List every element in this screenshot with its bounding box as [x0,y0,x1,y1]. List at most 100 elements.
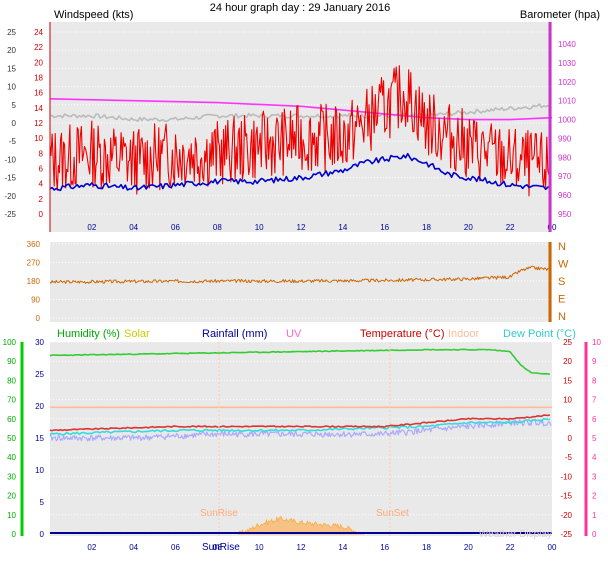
temperature-tick-label: -25 [560,530,572,539]
direction-degree-label: 0 [36,314,41,323]
weather-hour-label: 16 [380,543,389,552]
humidity-tick-label: 0 [12,530,17,539]
humidity-tick-label: 90 [7,357,16,366]
uv-tick-label: 10 [592,338,601,347]
rainfall-tick-label: 20 [35,402,44,411]
rainfall-tick-label: 0 [40,530,45,539]
temperature-tick-label: -5 [565,453,573,462]
temperature-tick-label: 0 [568,434,573,443]
legend-indoor: Indoor [448,328,480,340]
dewpoint-line [49,417,550,436]
wind-temp-tick-label: 5 [12,101,17,110]
uv-tick-label: 2 [592,492,597,501]
wind-temp-tick-label: 20 [7,46,16,55]
baro-tick-label: 950 [558,210,572,219]
wind-temp-tick-label: 25 [7,28,16,37]
weather-series [49,348,552,535]
humidity-tick-label: 20 [7,492,16,501]
humidity-tick-label: 50 [7,434,16,443]
wind-speed-tick-label: 24 [34,28,43,37]
weather-hour-label: 00 [548,543,557,552]
wind-hour-label: 00 [548,223,557,232]
wind-temp-tick-label: -20 [4,192,16,201]
weather-hour-label: 22 [506,543,515,552]
wind-hour-label: 08 [213,223,222,232]
uv-tick-label: 5 [592,434,597,443]
rainfall-tick-label: 15 [35,434,44,443]
humidity-tick-label: 40 [7,453,16,462]
humidity-line [49,348,551,375]
wind-speed-tick-label: 20 [34,58,43,67]
baro-axis-title: Barometer (hpa) [520,9,600,21]
wind-temp-tick-label: -25 [4,210,16,219]
temp-line-gray [49,103,551,123]
direction-degree-label: 270 [27,259,41,268]
rainfall-tick-label: 30 [35,338,44,347]
wind-temp-tick-label: 10 [7,83,16,92]
uv-tick-label: 1 [592,511,597,520]
legend-temperature: Temperature (°C) [360,328,444,340]
uv-tick-label: 0 [592,530,597,539]
temperature-tick-label: -15 [560,492,572,501]
wind-temp-tick-label: -15 [4,174,16,183]
legend-uv: UV [286,328,302,340]
wind-hour-label: 16 [380,223,389,232]
uv-tick-label: 6 [592,415,597,424]
rainfall-tick-label: 25 [35,370,44,379]
wind-hour-label: 06 [171,223,180,232]
wind-hour-label: 02 [87,223,96,232]
humidity-tick-label: 30 [7,472,16,481]
direction-compass-label: W [558,259,569,271]
rainfall-tick-label: 5 [40,498,45,507]
wind-hour-label: 12 [297,223,306,232]
wind-speed-tick-label: 8 [39,149,44,158]
temperature-axis: 25 20 15 10 5 0 -5 -10 -15 -20 -25 [560,338,572,539]
sunrise-label: SunRise [200,508,238,519]
solar-area [237,515,365,535]
barometer-line [49,98,553,121]
humidity-tick-label: 100 [3,338,17,347]
wind-hour-label: 04 [129,223,138,232]
wind-hour-label: 20 [464,223,473,232]
weather-hour-label: 06 [171,543,180,552]
wind-speed-tick-label: 12 [34,119,43,128]
wind-hour-axis: 02 04 06 08 10 12 14 16 18 20 22 00 [87,223,557,232]
temperature-tick-label: 15 [563,376,572,385]
wind-temp-axis: 25 20 15 10 5 0 -5 -10 -15 -20 -25 [4,28,16,219]
wind-speed-tick-label: 16 [34,89,43,98]
weather-hour-label: 04 [129,543,138,552]
wind-hour-label: 22 [506,223,515,232]
temperature-line [49,414,551,432]
weather-hour-label: 12 [297,543,306,552]
humidity-tick-label: 10 [7,511,16,520]
rainfall-tick-label: 10 [35,466,44,475]
wind-speed-tick-label: 10 [34,134,43,143]
baro-tick-label: 1040 [558,40,576,49]
dewpoint-line-blue [49,152,551,192]
baro-axis: 1040 1030 1020 1010 1000 990 980 970 960 950 [558,40,576,219]
wind-direction-line [49,265,551,284]
direction-compass-label: S [558,276,565,288]
temperature-tick-label: 20 [563,357,572,366]
humidity-tick-label: 70 [7,396,16,405]
direction-degree-label: 360 [27,240,41,249]
weather-hour-label: 02 [87,543,96,552]
direction-degree-axis: 360 270 180 90 0 [27,240,41,323]
wind-speed-tick-label: 6 [39,165,44,174]
windspeed-line [49,65,552,197]
wind-speed-tick-label: 18 [34,74,43,83]
wind-speed-tick-label: 14 [34,104,43,113]
baro-tick-label: 1020 [558,78,576,87]
wind-speed-tick-label: 2 [39,195,44,204]
direction-compass-label: N [558,241,566,253]
wind-speed-tick-label: 4 [39,180,44,189]
wind-temp-tick-label: 15 [7,64,16,73]
legend-rainfall: Rainfall (mm) [202,328,267,340]
weather-hour-label: 20 [464,543,473,552]
legend-dewpoint: Dew Point (°C) [503,328,576,340]
wind-hour-label: 14 [338,223,347,232]
